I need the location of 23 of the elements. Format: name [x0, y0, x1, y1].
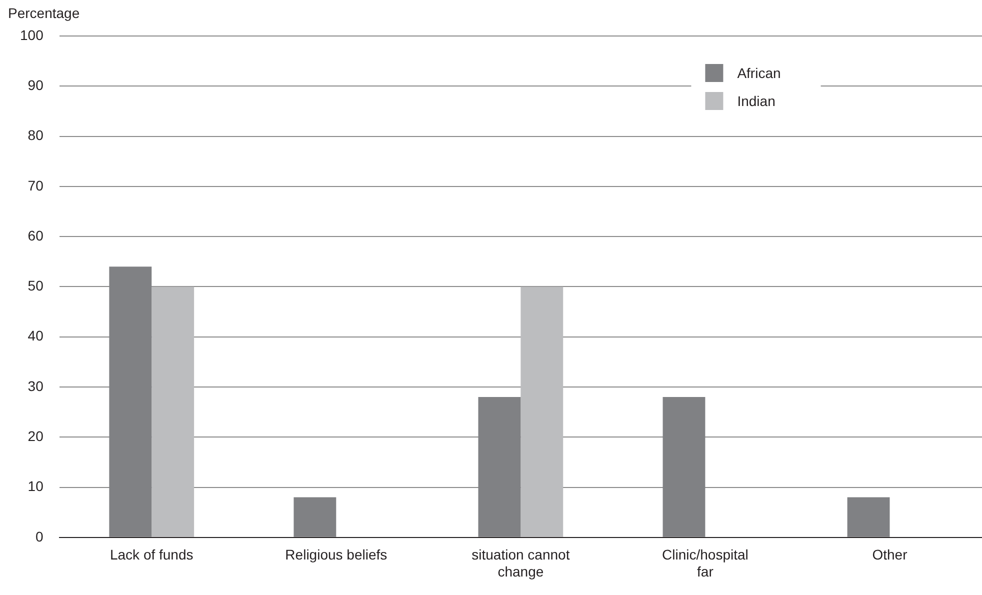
- y-tick-label: 0: [36, 528, 44, 544]
- y-tick-label: 20: [28, 428, 44, 444]
- x-tick-label: Clinic/hospital far: [662, 546, 748, 580]
- y-tick-label: 100: [20, 26, 44, 43]
- bar: [294, 497, 336, 537]
- x-tick-label: situation cannot change: [472, 546, 570, 580]
- x-tick-label: Religious beliefs: [285, 546, 388, 563]
- x-tick-label: Lack of funds: [110, 546, 194, 563]
- y-tick-label: 50: [28, 278, 44, 294]
- legend-label: African: [737, 64, 781, 81]
- bar: [152, 286, 194, 537]
- y-tick-label: 80: [28, 127, 44, 144]
- y-tick-label: 30: [28, 378, 44, 394]
- y-tick-label: 40: [28, 328, 44, 344]
- y-tick-label: 70: [28, 177, 44, 194]
- bar: [847, 497, 890, 537]
- y-axis-title: Percentage: [8, 4, 80, 21]
- x-tick-label: Other: [872, 546, 908, 563]
- y-tick-label: 60: [28, 227, 44, 244]
- y-tick-label: 90: [28, 77, 44, 93]
- y-tick-label: 10: [28, 478, 44, 494]
- legend-label: Indian: [737, 92, 776, 109]
- bar: [520, 286, 564, 537]
